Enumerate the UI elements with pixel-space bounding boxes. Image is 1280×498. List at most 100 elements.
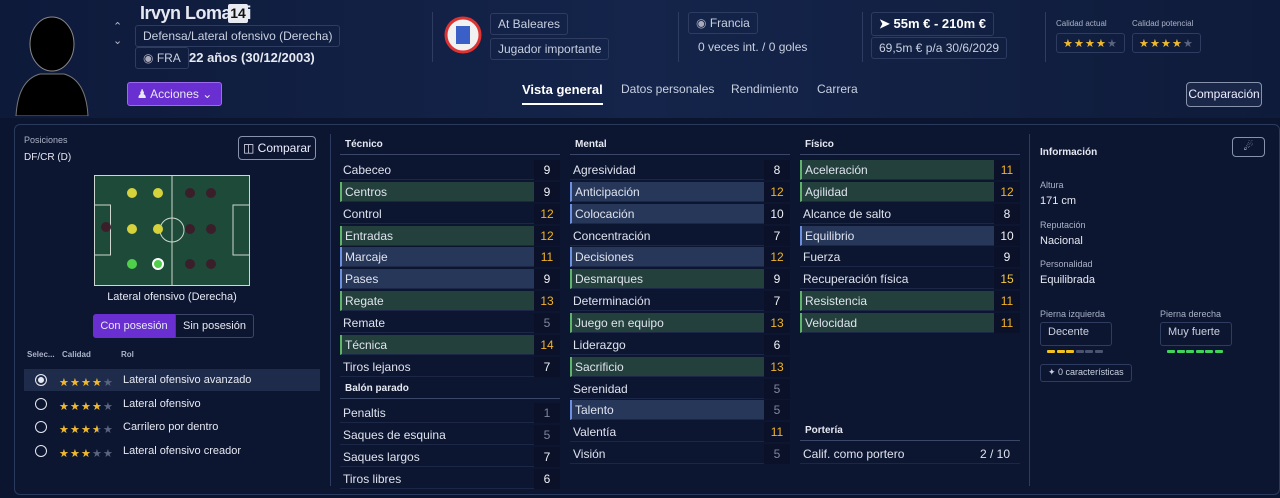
attribute-name: Decisiones [575, 250, 634, 265]
attribute-value: 10 [994, 225, 1020, 246]
star: ★ ★ [1063, 38, 1073, 50]
role-row[interactable]: ★ ★ ★ ★ ★ ★ ★ ★ ★ Carrilero por dentro [24, 416, 320, 438]
nation-name: Francia [709, 16, 750, 30]
attribute-name: Sacrificio [575, 359, 624, 374]
star: ★ ★ [70, 377, 80, 389]
radio [35, 421, 47, 433]
attribute-row: Agresividad 8 [570, 160, 790, 180]
position: Defensa/Lateral ofensivo (Derecha) [135, 25, 341, 47]
traits-button[interactable]: ✦ 0 características [1040, 364, 1132, 382]
attribute-name: Cabeceo [343, 163, 392, 177]
toggle-out-possession[interactable]: Sin posesión [175, 314, 254, 338]
shirt-number: 14 [228, 4, 248, 23]
contract: 69,5m € p/a 30/6/2029 [871, 37, 1008, 59]
section-rule [800, 440, 1020, 441]
attribute-value: 9 [534, 160, 560, 180]
right-foot-value: Muy fuerte [1168, 326, 1220, 338]
star: ★ ★ [92, 377, 102, 389]
tab[interactable]: Vista general [522, 82, 603, 105]
star: ★ ★ [1096, 38, 1106, 50]
star: ★ ★ [81, 447, 91, 460]
actions-label: Acciones [150, 87, 199, 101]
value-range: ➤ 55m € - 210m € [871, 12, 995, 36]
section-title: Mental [575, 139, 607, 150]
attribute-value: 12 [534, 225, 560, 246]
star: ★ [103, 424, 113, 436]
attribute-name: Determinación [573, 294, 651, 309]
wage: 69,5m € p/a [879, 41, 943, 55]
attribute-name: Entradas [345, 228, 394, 243]
left-foot-bar [1047, 340, 1104, 358]
tab[interactable]: Datos personales [621, 82, 715, 96]
compare-button[interactable]: ◫ Comparar [238, 136, 316, 160]
attribute-name: Tiros libres [343, 471, 402, 486]
attribute-row: Marcaje 11 [340, 247, 560, 268]
bar-segment [1094, 350, 1103, 353]
role-row[interactable]: ★ ★ ★ ★ ★ ★ ★ ★ ★ Lateral ofensivo avanzado [24, 369, 320, 391]
tab[interactable]: Carrera [817, 82, 858, 96]
attribute-name: Juego en equipo [575, 315, 664, 330]
attribute-row: Pases 9 [340, 269, 560, 290]
star: ★ ★ [92, 400, 102, 413]
attribute-row: Alcance de salto 8 [800, 203, 1020, 224]
tab[interactable]: Rendimiento [731, 82, 799, 96]
attribute-value: 15 [994, 269, 1020, 290]
compare-label: Comparar [257, 141, 312, 155]
attribute-value: 14 [534, 334, 560, 355]
bar-segment [1205, 350, 1213, 353]
attribute-row: Calif. como portero 2 / 10 [800, 444, 1020, 464]
attribute-name: Concentración [573, 228, 651, 243]
attribute-row: Decisiones 12 [570, 247, 790, 268]
attribute-name: Calif. como portero [803, 447, 905, 461]
info-label: Reputación [1040, 219, 1086, 230]
contract-end: 30/6/2029 [945, 41, 1000, 55]
star: ★ [103, 447, 113, 460]
nation[interactable]: ◉ Francia [688, 12, 758, 34]
right-foot-bar [1167, 340, 1224, 358]
attribute-row: Talento 5 [570, 400, 790, 421]
attribute-row: Visión 5 [570, 444, 790, 465]
role-name: Lateral ofensivo creador [123, 444, 242, 457]
info-value: 171 cm [1040, 195, 1077, 207]
header: ⌃ ⌄ Irvyn Lomami 14 Defensa/Lateral ofen… [0, 0, 1280, 118]
role-row[interactable]: ★ ★ ★ ★ ★ ★ ★★ Lateral ofensivo creador [24, 440, 320, 462]
attribute-value: 13 [764, 356, 790, 377]
role-stars: ★ ★ ★ ★ ★ ★ ★ ★ ★ [59, 397, 114, 415]
club-name[interactable]: At Baleares [490, 13, 569, 35]
star: ★ [1107, 38, 1117, 50]
star: ★ [1183, 38, 1193, 50]
bar-segment [1085, 350, 1093, 353]
info-button[interactable]: ☄ [1232, 137, 1265, 157]
next-arrow[interactable]: ⌄ [113, 35, 123, 47]
section-title: Técnico [345, 139, 383, 150]
role-stars: ★ ★ ★ ★ ★ ★ ★ ★ ★ [59, 420, 114, 438]
attribute-name: Fuerza [803, 250, 841, 265]
attribute-name: Colocación [575, 206, 635, 221]
star: ★ ★ [1150, 38, 1160, 50]
bar-segment [1047, 350, 1055, 353]
star: ★ [103, 400, 113, 413]
star: ★ [92, 447, 102, 460]
attribute-name: Visión [573, 447, 606, 462]
attribute-row: Liderazgo 6 [570, 334, 790, 355]
attribute-row: Resistencia 11 [800, 291, 1020, 312]
attribute-value: 11 [994, 291, 1020, 312]
attribute-value: 6 [764, 334, 790, 355]
potential-quality-label: Calidad potencial [1132, 19, 1194, 28]
right-foot: Muy fuerte [1160, 322, 1232, 346]
attribute-value: 11 [534, 247, 560, 268]
positions-label: Posiciones [24, 135, 68, 145]
prev-arrow[interactable]: ⌃ [113, 21, 123, 33]
star: ★ ★ [1074, 38, 1084, 50]
comparison-button[interactable]: Comparación [1186, 82, 1262, 107]
toggle-in-possession[interactable]: Con posesión [93, 314, 175, 338]
attribute-value: 11 [994, 312, 1020, 333]
attribute-row: Entradas 12 [340, 225, 560, 246]
attribute-row: Tiros lejanos 7 [340, 356, 560, 377]
role-row[interactable]: ★ ★ ★ ★ ★ ★ ★ ★ ★ Lateral ofensivo [24, 393, 320, 415]
attribute-value: 2 / 10 [979, 447, 1010, 461]
actions-button[interactable]: ♟ Acciones ⌄ [127, 82, 222, 106]
info-value: Nacional [1040, 234, 1083, 247]
attribute-row: Tiros libres 6 [340, 468, 560, 489]
